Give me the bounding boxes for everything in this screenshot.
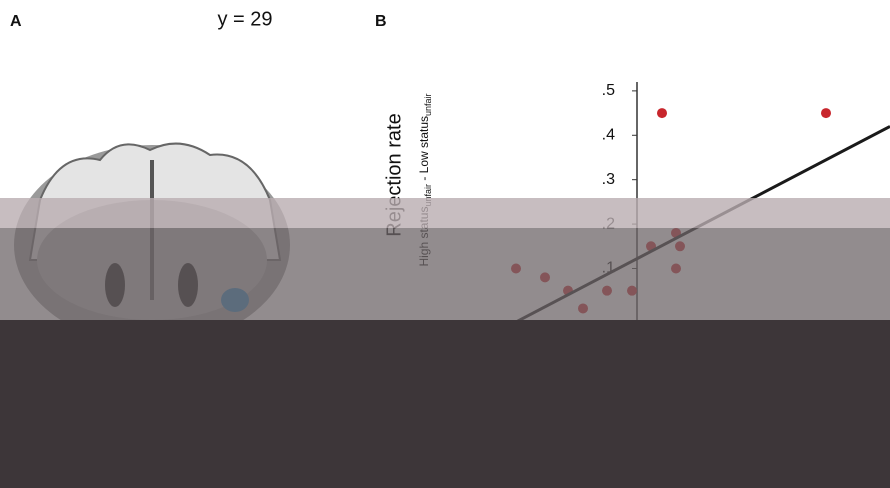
- y-tick-label: .5: [602, 82, 615, 99]
- point: [821, 108, 831, 118]
- overlay: [0, 198, 890, 228]
- y-tick-label: .3: [602, 171, 615, 188]
- overlay: [0, 320, 890, 488]
- label-part: - Low status: [417, 116, 431, 184]
- figure: A y = 29 B Rejection rate High statusunf…: [0, 0, 890, 488]
- panel-label: B: [375, 13, 387, 30]
- subscript: unfair: [423, 93, 433, 116]
- y-tick-label: .4: [602, 126, 615, 143]
- page: {"chart_data": { "type": "scatter", "pan…: [0, 0, 890, 488]
- overlay: [0, 228, 890, 320]
- point: [657, 108, 667, 118]
- panel-title: y = 29: [217, 8, 272, 30]
- panel-label: A: [10, 13, 22, 30]
